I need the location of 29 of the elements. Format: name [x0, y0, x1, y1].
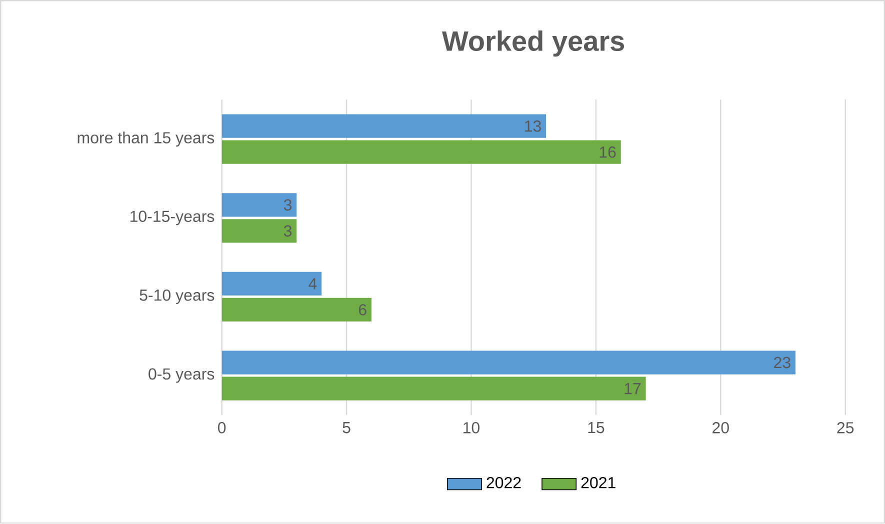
y-tick-label: more than 15 years [78, 132, 214, 147]
bar [222, 376, 646, 401]
data-label: 13 [525, 120, 541, 132]
data-label: 6 [358, 304, 366, 316]
x-tick-label: 15 [588, 422, 604, 434]
y-tick-label: 10-15-years [130, 210, 214, 226]
x-tick-label: 5 [342, 422, 350, 434]
data-label: 23 [774, 357, 790, 368]
bar [222, 272, 322, 296]
bar [222, 114, 546, 138]
x-tick-label: 0 [218, 422, 226, 434]
bar [222, 350, 796, 375]
x-tick-label: 20 [712, 422, 729, 434]
bar [222, 219, 297, 243]
bar [222, 298, 372, 322]
data-label: 17 [624, 383, 641, 394]
data-label: 4 [308, 278, 317, 290]
data-label: 3 [284, 199, 292, 211]
y-tick-label: 0-5 years [148, 368, 214, 383]
x-tick-label: 25 [837, 422, 854, 434]
legend-label: 2021 [581, 477, 616, 488]
bar [222, 140, 621, 164]
x-tick-label: 10 [464, 422, 480, 434]
data-label: 3 [284, 225, 292, 237]
y-tick-label: 5-10 years [140, 290, 214, 304]
data-label: 16 [600, 146, 616, 158]
chart-title: Worked years [442, 30, 624, 57]
bar [222, 193, 297, 217]
legend-label: 2022 [486, 477, 521, 488]
